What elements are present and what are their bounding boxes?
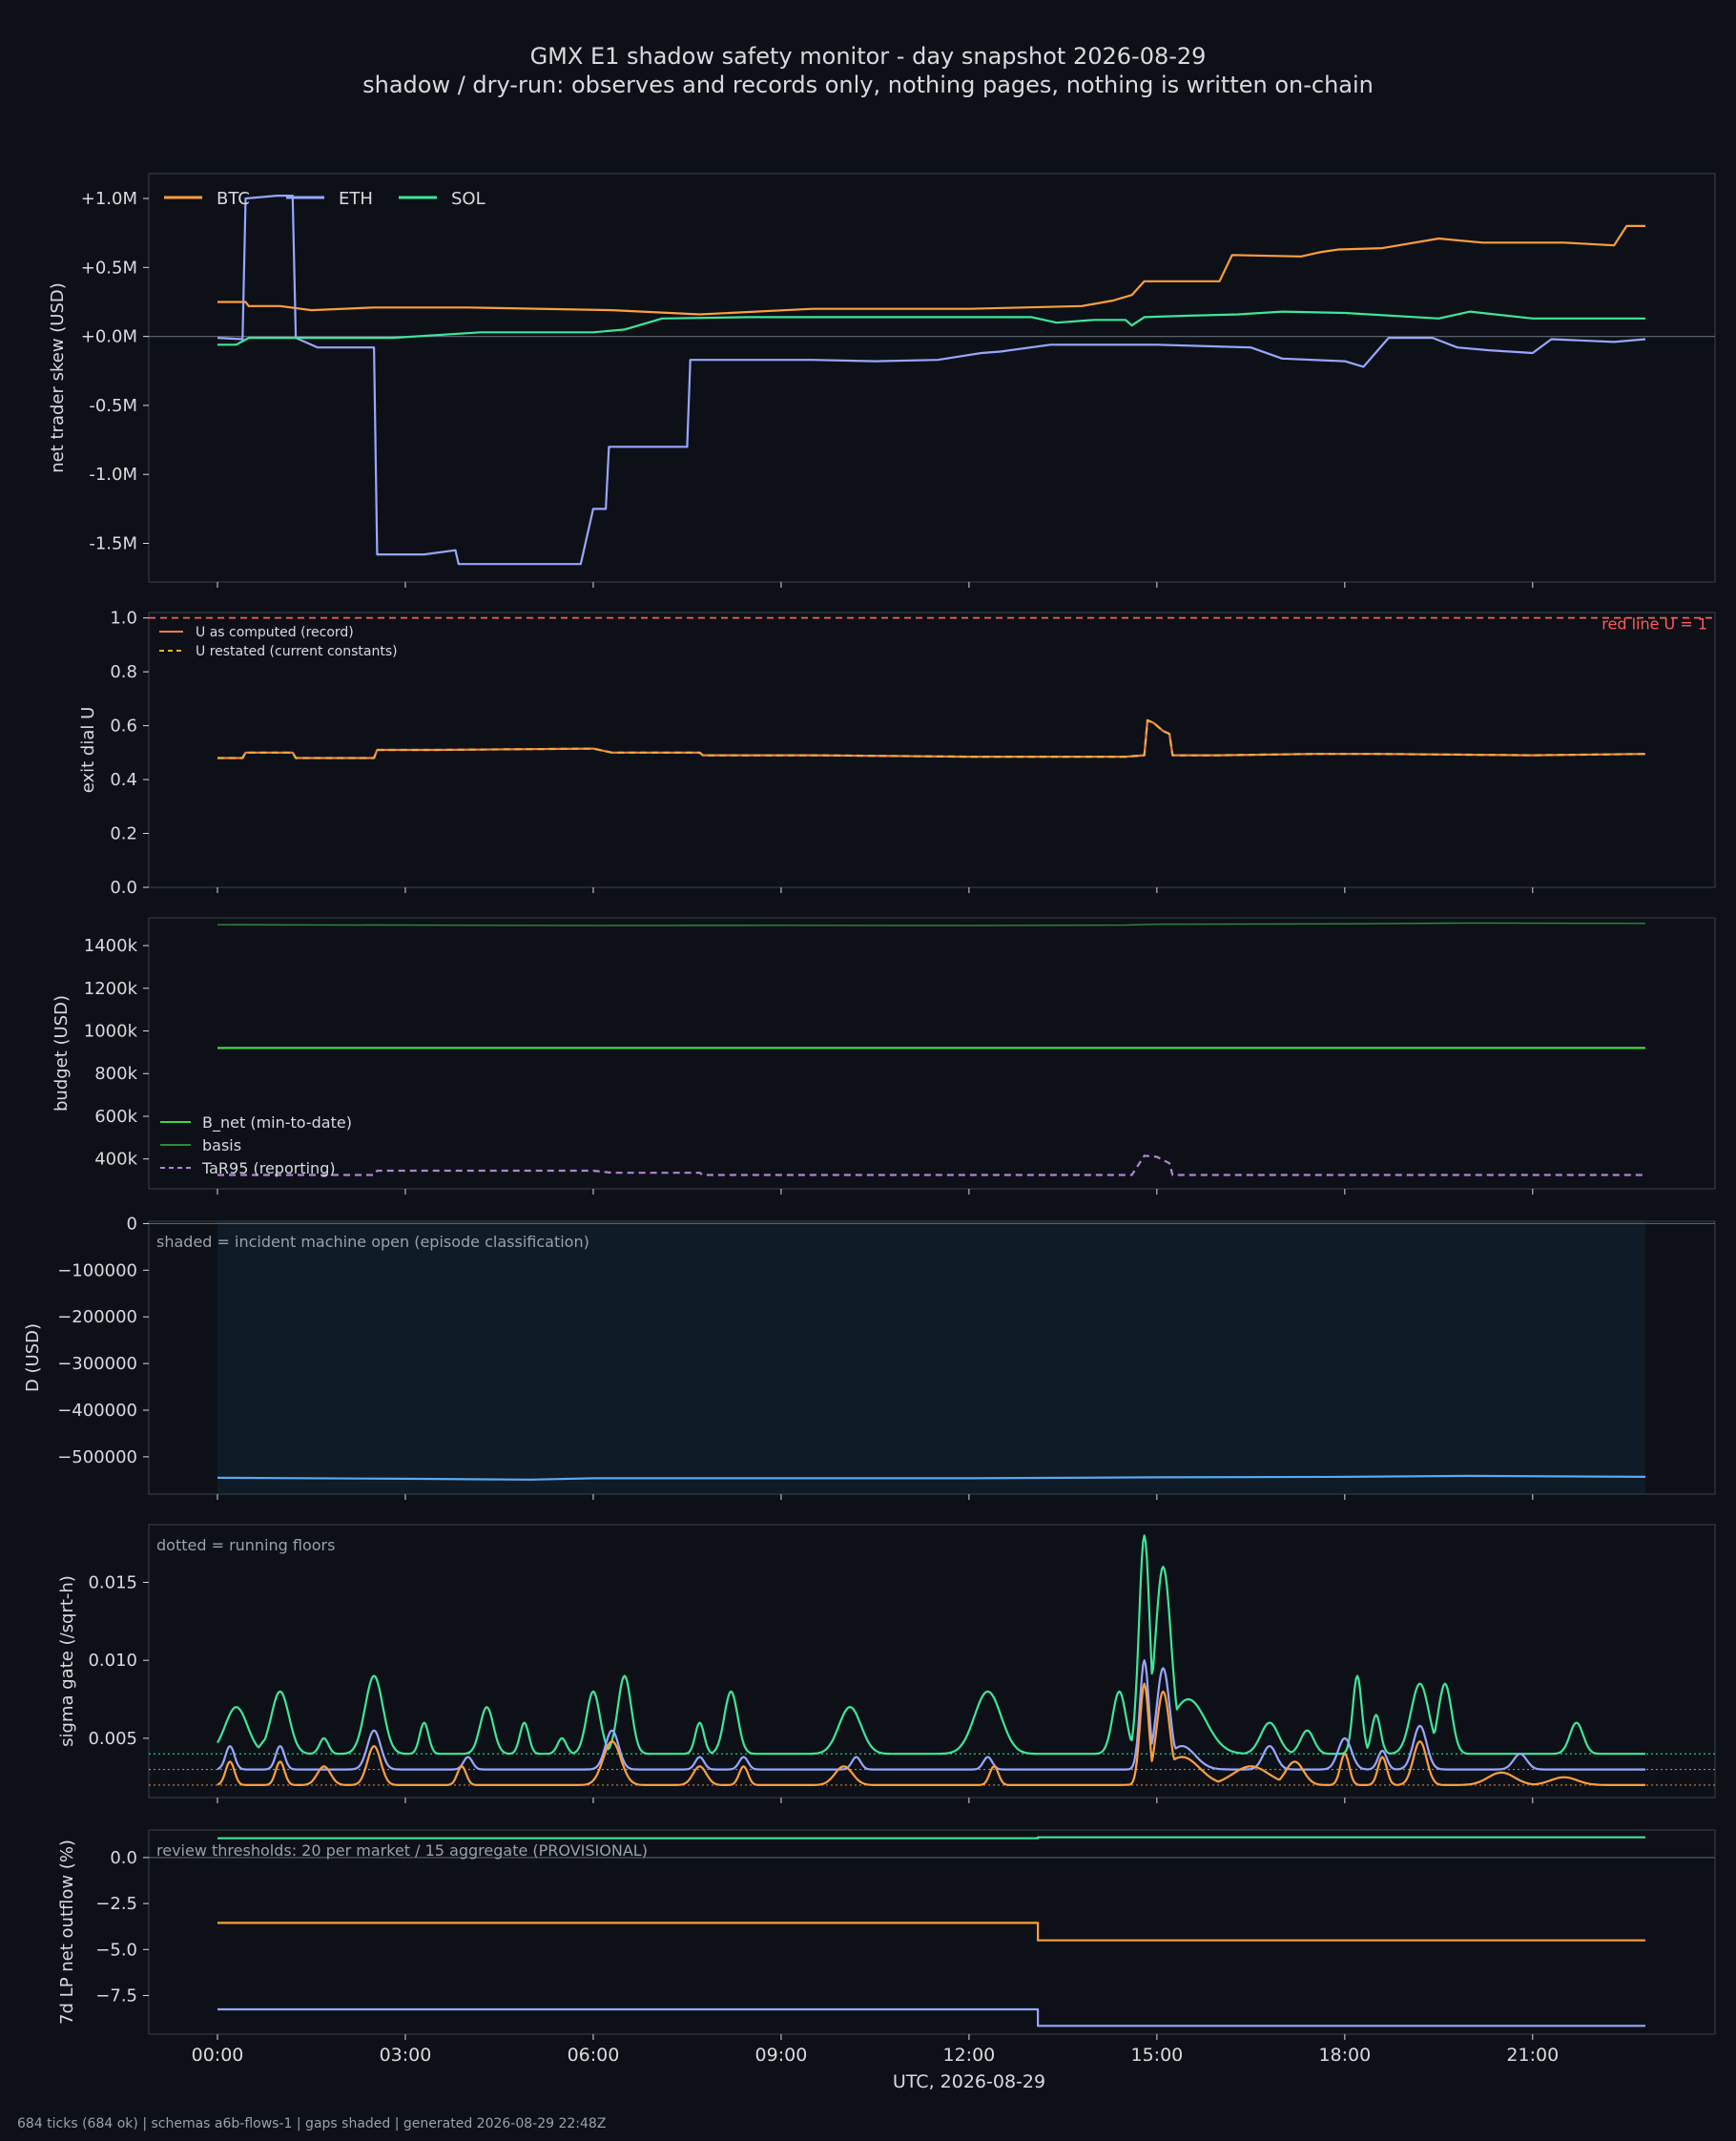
legend-label-budget: TaR95 (reporting) <box>201 1159 336 1177</box>
series-line-sigma-eth <box>217 1659 1645 1771</box>
y-axis-label-budget: budget (USD) <box>52 995 72 1112</box>
y-tick-label-lp_outflow: −7.5 <box>95 1986 137 2006</box>
panel-d_usd: 0 −100000 −200000 −300000 −400000 −500000 D (U… <box>23 1214 1716 1500</box>
chart-title: GMX E1 shadow safety monitor - day snaps… <box>530 43 1207 70</box>
x-tick-label: 06:00 <box>568 2045 620 2066</box>
y-tick-label-lp_outflow: 0.0 <box>110 1848 137 1868</box>
series-line-lp_outflow-sol <box>217 1836 1645 1840</box>
y-tick-label-exit_dial: 0.4 <box>110 770 137 790</box>
x-tick-label: 18:00 <box>1318 2045 1371 2066</box>
y-tick-label-skew: +1.0M <box>81 189 137 209</box>
y-axis-label-lp_outflow: 7d LP net outflow (%) <box>57 1840 77 2025</box>
y-tick-label-d_usd: −100000 <box>57 1260 137 1280</box>
y-tick-label-skew: -0.5M <box>89 396 137 416</box>
panel-frame-lp_outflow <box>148 1829 1716 2035</box>
y-tick-label-budget: 1400k <box>84 936 138 956</box>
x-tick-label: 12:00 <box>943 2045 996 2066</box>
y-tick-label-exit_dial: 0.8 <box>110 662 137 682</box>
panel-frame-skew <box>148 173 1716 583</box>
panel-frame-budget <box>148 917 1716 1190</box>
incident-shading-d_usd <box>217 1221 1645 1494</box>
y-tick-label-d_usd: −300000 <box>57 1354 137 1374</box>
series-line-lp_outflow-eth <box>217 2007 1645 2027</box>
series-line-sigma-btc <box>217 1682 1645 1786</box>
panel-lp_outflow: 0.0 −2.5 −5.0 −7.5 7d LP net outflow (%) revi… <box>57 1829 1716 2040</box>
y-tick-label-exit_dial: 1.0 <box>110 609 137 629</box>
panel-frame-sigma <box>148 1524 1716 1798</box>
y-tick-label-lp_outflow: −2.5 <box>95 1894 137 1914</box>
y-tick-label-budget: 400k <box>94 1150 137 1170</box>
x-tick-label: 00:00 <box>192 2045 244 2066</box>
y-tick-label-budget: 1000k <box>84 1022 138 1042</box>
series-line-budget-basis <box>217 922 1646 926</box>
y-tick-label-skew: -1.5M <box>89 534 137 554</box>
x-tick-label: 09:00 <box>755 2045 808 2066</box>
series-line-d_usd-d <box>217 1474 1646 1481</box>
series-line-skew-btc <box>217 224 1645 316</box>
y-tick-label-budget: 1200k <box>84 979 138 999</box>
x-tick-label: 03:00 <box>380 2045 432 2066</box>
y-axis-label-exit_dial: exit dial U <box>78 707 98 794</box>
panel-frame-exit_dial <box>148 612 1716 888</box>
x-axis-label: UTC, 2026-08-29 <box>893 2071 1045 2092</box>
y-tick-label-skew: +0.0M <box>81 327 137 347</box>
y-tick-label-d_usd: 0 <box>127 1214 137 1234</box>
y-tick-label-exit_dial: 0.6 <box>110 717 137 737</box>
legend-label-eth: ETH <box>339 189 373 209</box>
legend-label-budget: B_net (min-to-date) <box>202 1113 352 1133</box>
red-line-label: red line U = 1 <box>1602 615 1707 634</box>
panel-budget: 400k 600k 800k 1000k 1200k 1400k budget (USD) B… <box>52 917 1716 1195</box>
series-line-skew-sol <box>217 310 1645 346</box>
y-tick-label-d_usd: −400000 <box>57 1401 137 1421</box>
panel-annotation: dotted = running floors <box>156 1536 335 1554</box>
y-tick-label-d_usd: −200000 <box>57 1307 137 1327</box>
series-line-skew-eth <box>217 195 1646 566</box>
y-tick-label-sigma: 0.015 <box>88 1572 137 1592</box>
y-axis-label-d_usd: D (USD) <box>23 1323 43 1392</box>
y-tick-label-sigma: 0.005 <box>88 1729 137 1749</box>
y-tick-label-exit_dial: 0.0 <box>110 878 137 898</box>
y-axis-label-sigma: sigma gate (/sqrt-h) <box>57 1575 77 1747</box>
y-tick-label-skew: +0.5M <box>81 258 137 278</box>
x-tick-label: 21:00 <box>1506 2045 1559 2066</box>
y-tick-label-lp_outflow: −5.0 <box>95 1940 137 1960</box>
y-tick-label-budget: 600k <box>94 1107 137 1127</box>
legend-label-btc: BTC <box>217 189 250 209</box>
y-tick-label-budget: 800k <box>94 1064 137 1084</box>
y-tick-label-skew: -1.0M <box>89 465 137 485</box>
y-tick-label-d_usd: −500000 <box>57 1447 137 1467</box>
legend-label-budget: basis <box>202 1136 241 1154</box>
panel-frame-d_usd <box>148 1220 1716 1495</box>
panel-annotation: review thresholds: 20 per market / 15 ag… <box>156 1841 648 1860</box>
y-axis-label-skew: net trader skew (USD) <box>48 282 68 473</box>
y-tick-label-sigma: 0.010 <box>88 1651 137 1671</box>
panel-exit_dial: 0.0 0.2 0.4 0.6 0.8 1.0 exit dial U red line U … <box>78 609 1716 898</box>
legend-label-sol: SOL <box>451 189 486 209</box>
panel-annotation: shaded = incident machine open (episode … <box>156 1233 589 1251</box>
footer-text: 684 ticks (684 ok) | schemas a6b-flows-1… <box>17 2116 606 2131</box>
series-line-exit_dial-u <box>217 718 1646 759</box>
legend-label-u: U as computed (record) <box>196 625 354 640</box>
chart-subtitle: shadow / dry-run: observes and records o… <box>362 72 1374 98</box>
series-line-sigma-sol <box>217 1534 1645 1756</box>
y-tick-label-exit_dial: 0.2 <box>110 824 137 844</box>
series-line-budget-tar95 <box>217 1154 1645 1176</box>
x-tick-label: 15:00 <box>1130 2045 1183 2066</box>
panel-skew: +1.0M +0.5M +0.0M -0.5M -1.0M -1.5M net trader… <box>48 173 1716 588</box>
panel-sigma: 0.005 0.010 0.015 sigma gate (/sqrt-h) dotte… <box>57 1524 1716 1803</box>
legend-label-u: U restated (current constants) <box>196 644 398 659</box>
series-line-lp_outflow-btc <box>217 1922 1645 1942</box>
